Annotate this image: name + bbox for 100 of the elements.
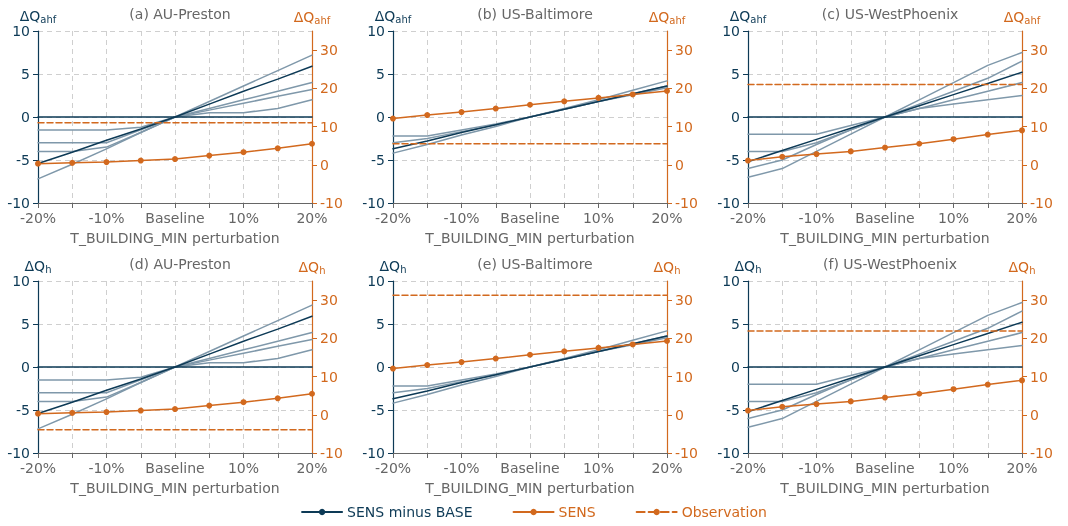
y-tick-label: 0 xyxy=(731,109,740,125)
x-tick-label: 10% xyxy=(937,460,970,476)
y-tick-label: 10 xyxy=(367,273,385,289)
x-tick-label: Baseline xyxy=(855,210,915,226)
y-tick-label: 10 xyxy=(722,23,740,39)
y-tick-label: -10 xyxy=(7,445,30,461)
y2-tick-label: 0 xyxy=(675,406,684,423)
y2-tick-label: 0 xyxy=(1030,406,1039,423)
x-tick-label: Baseline xyxy=(500,210,560,226)
y2-tick-label: 20 xyxy=(675,80,693,97)
x-tick-label: -10% xyxy=(798,460,835,476)
x-axis-title: T_BUILDING_MIN perturbation xyxy=(69,230,280,246)
y-tick-label: 0 xyxy=(376,359,385,375)
chart-title: (e) US-Baltimore xyxy=(477,256,593,272)
y2-tick-label: -10 xyxy=(1030,195,1053,211)
x-tick-label: -10% xyxy=(88,210,125,226)
x-tick-label: Baseline xyxy=(855,460,915,476)
chart-title: (f) US-WestPhoenix xyxy=(823,256,957,272)
y2-tick-label: -10 xyxy=(675,195,698,211)
y-tick-label: 5 xyxy=(21,316,30,332)
x-axis-title: T_BUILDING_MIN perturbation xyxy=(779,480,990,496)
y-tick-label: -5 xyxy=(371,152,385,168)
x-tick-label: Baseline xyxy=(145,460,205,476)
y2-tick-label: 30 xyxy=(320,292,338,309)
y2-tick-label: 30 xyxy=(320,42,338,59)
x-tick-label: 10% xyxy=(582,210,615,226)
x-axis-title: T_BUILDING_MIN perturbation xyxy=(69,480,280,496)
y2-tick-label: 30 xyxy=(675,42,693,59)
y-tick-label: -5 xyxy=(726,152,740,168)
x-tick-label: -20% xyxy=(729,460,767,476)
x-tick-label: -10% xyxy=(443,210,480,226)
y2-tick-label: 20 xyxy=(320,80,338,97)
legend-label: SENS xyxy=(558,504,596,520)
y-tick-label: -10 xyxy=(7,195,30,211)
y2-tick-label: 10 xyxy=(320,368,338,385)
x-tick-label: -20% xyxy=(19,460,57,476)
legend-label: SENS minus BASE xyxy=(347,504,473,520)
y-tick-label: 5 xyxy=(376,316,385,332)
x-tick-label: -20% xyxy=(729,210,767,226)
x-tick-label: -20% xyxy=(374,460,412,476)
y2-tick-label: 20 xyxy=(675,330,693,347)
y2-tick-label: 10 xyxy=(675,368,693,385)
y2-tick-label: -10 xyxy=(320,445,343,461)
y-tick-label: 0 xyxy=(21,109,30,125)
y2-tick-label: 0 xyxy=(320,406,329,423)
x-tick-label: -20% xyxy=(19,210,57,226)
x-tick-label: 20% xyxy=(1006,210,1038,226)
y2-tick-label: -10 xyxy=(320,195,343,211)
y2-tick-label: -10 xyxy=(675,445,698,461)
x-tick-label: 20% xyxy=(651,210,683,226)
x-tick-label: -10% xyxy=(798,210,835,226)
x-tick-label: Baseline xyxy=(145,210,205,226)
x-axis-title: T_BUILDING_MIN perturbation xyxy=(424,230,635,246)
chart-title: (a) AU-Preston xyxy=(129,6,231,22)
y-tick-label: -10 xyxy=(362,445,385,461)
y2-tick-label: 0 xyxy=(1030,156,1039,173)
y2-tick-label: 30 xyxy=(1030,42,1048,59)
y2-tick-label: 30 xyxy=(1030,292,1048,309)
y2-tick-label: 10 xyxy=(1030,368,1048,385)
x-tick-label: 20% xyxy=(296,210,328,226)
x-tick-label: 20% xyxy=(651,460,683,476)
y-tick-label: -5 xyxy=(16,152,30,168)
y2-tick-label: -10 xyxy=(1030,445,1053,461)
y-tick-label: 10 xyxy=(722,273,740,289)
y-tick-label: -10 xyxy=(717,195,740,211)
x-tick-label: -10% xyxy=(443,460,480,476)
y-tick-label: -10 xyxy=(717,445,740,461)
chart-title: (b) US-Baltimore xyxy=(477,6,593,22)
y-tick-label: 10 xyxy=(12,273,30,289)
y2-tick-label: 20 xyxy=(320,330,338,347)
y2-tick-label: 20 xyxy=(1030,330,1048,347)
y-tick-label: 5 xyxy=(21,66,30,82)
y-tick-label: 0 xyxy=(731,359,740,375)
y-tick-label: 10 xyxy=(12,23,30,39)
chart-title: (c) US-WestPhoenix xyxy=(821,6,959,22)
y-tick-label: 0 xyxy=(21,359,30,375)
x-tick-label: 10% xyxy=(227,460,260,476)
x-tick-label: -10% xyxy=(88,460,125,476)
x-tick-label: -20% xyxy=(374,210,412,226)
y-tick-label: 10 xyxy=(367,23,385,39)
x-axis-title: T_BUILDING_MIN perturbation xyxy=(779,230,990,246)
x-tick-label: 10% xyxy=(227,210,260,226)
x-tick-label: Baseline xyxy=(500,460,560,476)
y-tick-label: -5 xyxy=(16,402,30,418)
x-tick-label: 10% xyxy=(937,210,970,226)
x-tick-label: 10% xyxy=(582,460,615,476)
y2-tick-label: 10 xyxy=(1030,118,1048,135)
x-axis-title: T_BUILDING_MIN perturbation xyxy=(424,480,635,496)
y-tick-label: 5 xyxy=(731,66,740,82)
y-tick-label: -10 xyxy=(362,195,385,211)
y2-tick-label: 0 xyxy=(675,156,684,173)
y-tick-label: -5 xyxy=(726,402,740,418)
y2-tick-label: 20 xyxy=(1030,80,1048,97)
y2-tick-label: 0 xyxy=(320,156,329,173)
x-tick-label: 20% xyxy=(296,460,328,476)
y2-tick-label: 10 xyxy=(675,118,693,135)
y2-tick-label: 10 xyxy=(320,118,338,135)
chart-title: (d) AU-Preston xyxy=(129,256,231,272)
y-tick-label: -5 xyxy=(371,402,385,418)
y-tick-label: 0 xyxy=(376,109,385,125)
